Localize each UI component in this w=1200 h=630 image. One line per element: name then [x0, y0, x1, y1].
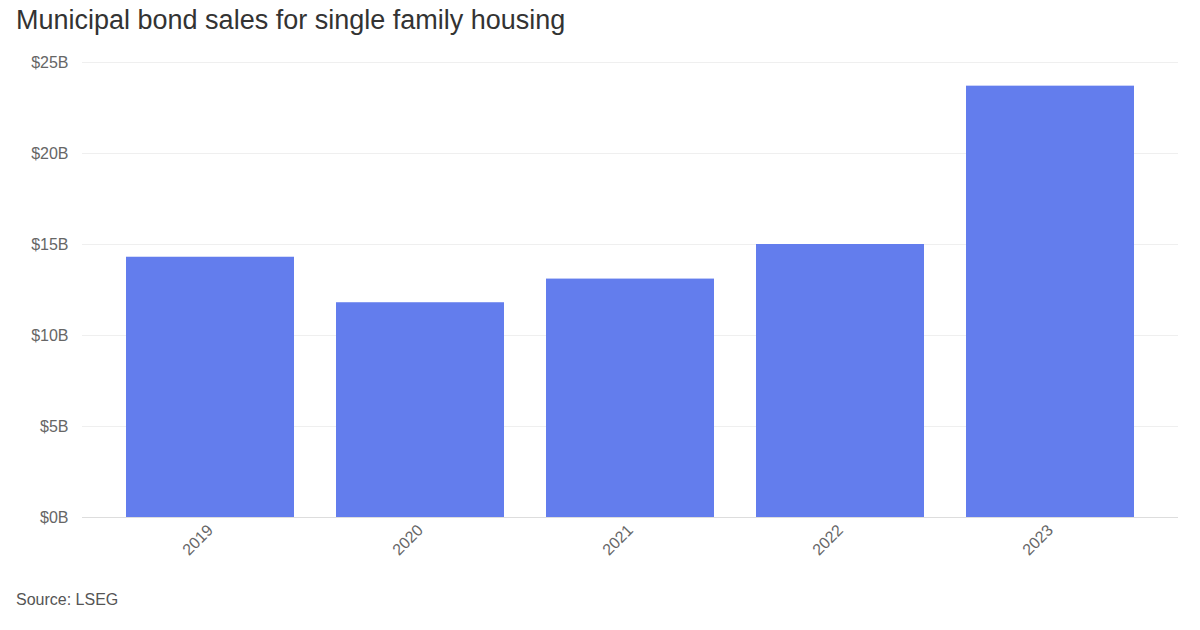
svg-text:$15B: $15B: [31, 236, 68, 253]
svg-text:2022: 2022: [809, 521, 846, 558]
svg-text:2023: 2023: [1019, 521, 1056, 558]
svg-text:$10B: $10B: [31, 327, 68, 344]
html-text:Source: LSEG: Source: LSEG: [16, 591, 119, 608]
svg-text:2021: 2021: [599, 521, 636, 558]
svg-text:$20B: $20B: [31, 145, 68, 162]
svg-text:$25B: $25B: [31, 54, 68, 71]
html-text:Municipal bond sales for singl: Municipal bond sales for single family h…: [16, 5, 566, 35]
svg-text:2019: 2019: [179, 521, 216, 558]
svg-text:$5B: $5B: [40, 418, 68, 435]
svg-text:2020: 2020: [389, 521, 426, 558]
svg-text:$0B: $0B: [40, 509, 68, 526]
